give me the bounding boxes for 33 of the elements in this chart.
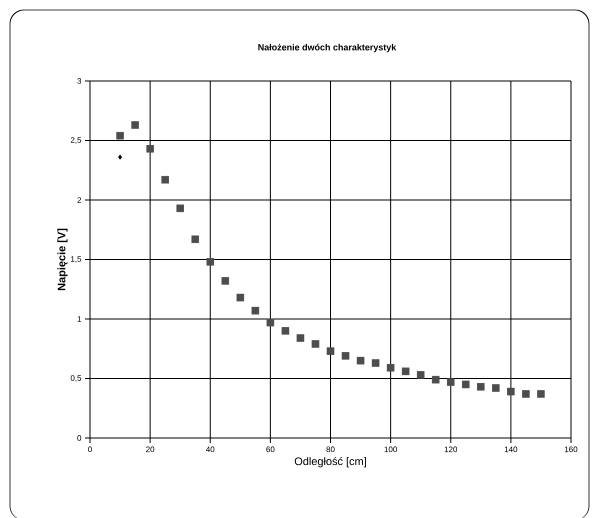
point bbox=[296, 334, 304, 342]
point bbox=[222, 277, 230, 285]
point bbox=[206, 258, 214, 266]
point bbox=[402, 368, 410, 376]
point bbox=[252, 306, 260, 314]
point bbox=[282, 327, 290, 335]
point bbox=[477, 383, 485, 391]
point bbox=[386, 364, 394, 372]
point bbox=[116, 132, 124, 140]
point bbox=[537, 390, 545, 398]
point bbox=[118, 154, 122, 160]
point bbox=[462, 380, 470, 388]
point bbox=[342, 352, 350, 360]
point bbox=[372, 359, 380, 367]
chart-title: Nałożenie dwóch charakterystyk bbox=[258, 44, 396, 52]
point bbox=[146, 145, 154, 153]
y-axis-title: Napięcie [V] bbox=[57, 228, 68, 290]
point bbox=[161, 176, 169, 184]
point bbox=[176, 204, 184, 212]
point bbox=[416, 371, 424, 379]
point bbox=[236, 294, 244, 302]
point bbox=[131, 121, 139, 129]
x-axis-title: Odległość [cm] bbox=[294, 456, 366, 468]
point bbox=[432, 376, 440, 384]
point bbox=[492, 384, 500, 392]
point bbox=[356, 356, 364, 364]
point bbox=[522, 390, 530, 398]
point bbox=[312, 340, 320, 348]
point bbox=[266, 318, 274, 326]
point bbox=[446, 378, 455, 386]
point bbox=[507, 388, 515, 396]
point bbox=[326, 347, 334, 355]
point bbox=[191, 235, 200, 244]
